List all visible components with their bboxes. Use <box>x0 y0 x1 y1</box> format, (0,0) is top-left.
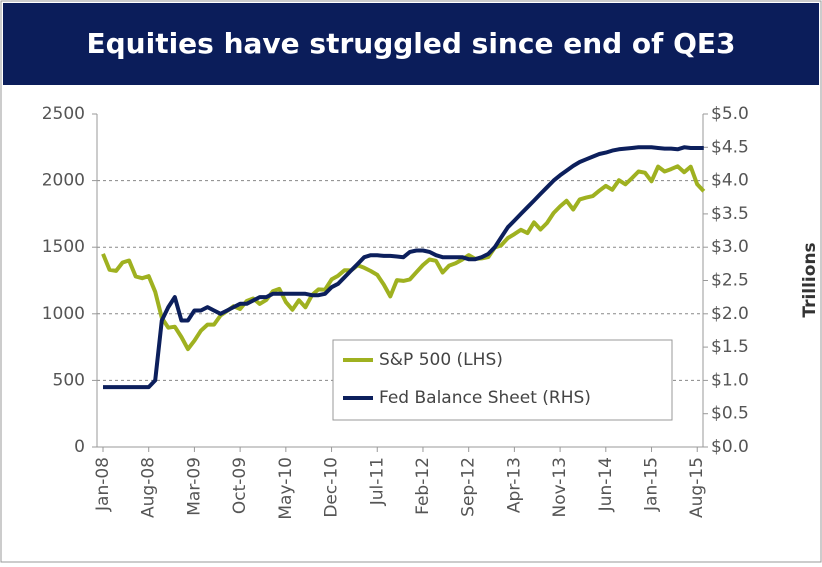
series-line <box>103 145 704 390</box>
y2-tick-label: $5.0 <box>711 104 749 124</box>
x-tick-label: Jan-08 <box>93 457 113 512</box>
x-tick-label: Oct-09 <box>230 457 250 514</box>
x-tick-label: Nov-13 <box>550 457 570 518</box>
x-tick-label: Feb-12 <box>413 457 433 515</box>
x-tick-label: Aug-08 <box>139 457 159 518</box>
y2-tick-label: $1.0 <box>711 370 749 390</box>
y2-tick-label: $1.5 <box>711 337 749 357</box>
y-tick-label: 0 <box>74 437 85 457</box>
y2-tick-label: $3.0 <box>711 237 749 257</box>
series-line <box>101 164 706 352</box>
y-tick-label: 2500 <box>42 104 85 124</box>
x-tick-label: Aug-15 <box>687 457 707 518</box>
legend-label: Fed Balance Sheet (RHS) <box>379 388 591 408</box>
y2-tick-label: $4.0 <box>711 171 749 191</box>
x-tick-label: May-10 <box>276 457 296 520</box>
x-tick-label: Dec-10 <box>322 457 342 518</box>
y2-tick-label: $2.5 <box>711 271 749 291</box>
y2-tick-label: $3.5 <box>711 204 749 224</box>
y-tick-label: 500 <box>53 370 85 390</box>
y-tick-label: 1500 <box>42 237 85 257</box>
x-tick-label: Mar-09 <box>184 457 204 516</box>
x-tick-label: Sep-12 <box>459 457 479 517</box>
y-tick-label: 1000 <box>42 304 85 324</box>
legend-box <box>332 339 673 421</box>
y2-axis-label: Trillions <box>800 242 820 317</box>
x-tick-label: Jun-14 <box>596 457 616 512</box>
legend-label: S&P 500 (LHS) <box>379 350 503 370</box>
y2-tick-label: $2.0 <box>711 304 749 324</box>
x-tick-label: Jul-11 <box>367 457 387 506</box>
chart-title: Equities have struggled since end of QE3 <box>87 27 736 60</box>
title-banner <box>3 3 819 85</box>
y2-tick-label: $0.5 <box>711 404 749 424</box>
x-tick-label: Apr-13 <box>504 457 524 513</box>
y-tick-label: 2000 <box>42 171 85 191</box>
x-tick-label: Jan-15 <box>642 457 662 512</box>
y2-tick-label: $0.0 <box>711 437 749 457</box>
y2-tick-label: $4.5 <box>711 137 749 157</box>
